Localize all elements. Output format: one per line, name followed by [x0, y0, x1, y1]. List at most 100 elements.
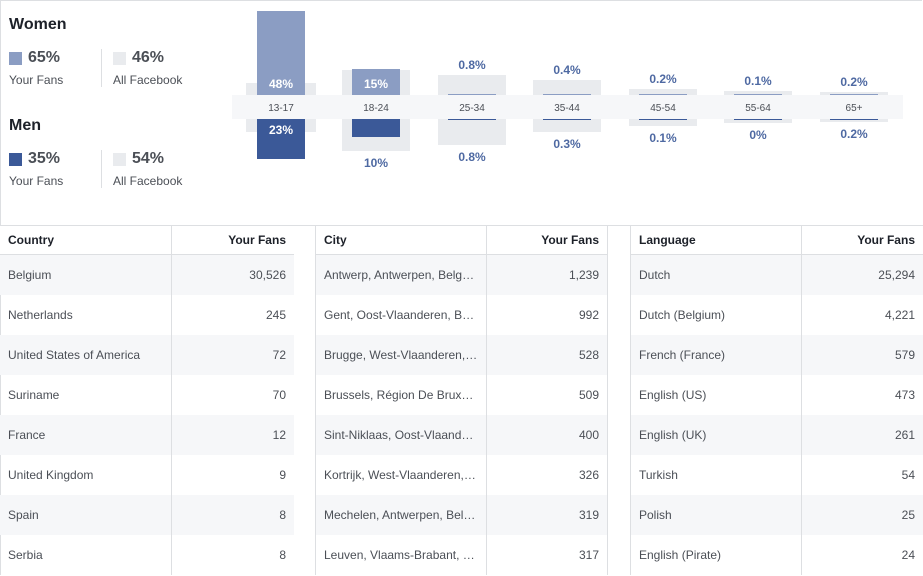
men-value-label: 10% [363, 156, 389, 170]
men-fans-bar [830, 119, 878, 120]
city-fans-cell: 1,239 [485, 254, 609, 295]
country-row: France 12 [0, 415, 294, 455]
men-value-label: 0% [749, 128, 767, 142]
country-fans-cell: 30,526 [170, 254, 294, 295]
country-fans-header[interactable]: Your Fans [170, 226, 294, 255]
women-value-label: 0.4% [553, 63, 581, 77]
language-row: Dutch (Belgium) 4,221 [630, 295, 923, 335]
men-fans-bar [639, 119, 687, 120]
women-fans-label: Your Fans [9, 73, 64, 87]
language-fans-cell: 24 [800, 535, 923, 575]
language-fans-cell: 579 [800, 335, 923, 375]
language-name-cell: Dutch [630, 254, 802, 295]
city-name-cell: Sint-Niklaas, Oost-Vlaand… [315, 415, 487, 455]
language-name-cell: English (Pirate) [630, 535, 802, 575]
men-fans-stat: 35% Your Fans [9, 150, 63, 188]
language-fans-cell: 4,221 [800, 295, 923, 335]
age-tick-label: 35-44 [554, 103, 580, 114]
language-fans-cell: 25 [800, 495, 923, 535]
age-tick-label: 55-64 [745, 103, 771, 114]
women-summary: Women [9, 16, 66, 34]
age-tick-label: 65+ [845, 103, 863, 114]
city-table: City Your Fans Antwerp, Antwerpen, Belg…… [315, 226, 609, 575]
women-fans-pct: 65% [28, 49, 61, 66]
women-value-label: 0.8% [458, 58, 486, 72]
men-fb-label: All Facebook [113, 174, 183, 188]
country-header[interactable]: Country [0, 226, 171, 255]
women-value-label: 0.1% [744, 74, 772, 88]
age-tick-label: 25-34 [459, 103, 485, 114]
women-fb-label: All Facebook [113, 73, 183, 87]
country-row: Suriname 70 [0, 375, 294, 415]
city-header[interactable]: City [315, 226, 487, 255]
women-fb-stat: 46% All Facebook [113, 49, 182, 87]
city-row: Antwerp, Antwerpen, Belg… 1,239 [315, 254, 609, 295]
men-facebook-bar [629, 119, 697, 126]
men-facebook-bar [533, 119, 601, 132]
language-fans-cell: 54 [800, 455, 923, 495]
country-fans-cell: 245 [170, 295, 294, 335]
city-fans-cell: 528 [485, 335, 609, 375]
country-row: Serbia 8 [0, 535, 294, 575]
men-value-label: 0.8% [458, 150, 486, 164]
country-row: Belgium 30,526 [0, 254, 294, 295]
women-value-label: 0.2% [649, 72, 677, 86]
language-name-cell: French (France) [630, 335, 802, 375]
age-gender-chart: 48% 23% 13-17 15% 10% 18-24 0.8% 0.8% 25-34 0.4% 0… [0, 0, 923, 226]
country-fans-cell: 12 [170, 415, 294, 455]
city-row: Kortrijk, West-Vlaanderen,… 326 [315, 455, 609, 495]
women-fans-bar [448, 93, 496, 95]
men-fans-bar [448, 119, 496, 121]
men-facebook-bar [438, 119, 506, 145]
language-header[interactable]: Language [630, 226, 802, 255]
women-facebook-bar [438, 75, 506, 95]
men-facebook-bar [724, 119, 792, 123]
city-name-cell: Leuven, Vlaams-Brabant, … [315, 535, 487, 575]
age-tick-label: 18-24 [363, 103, 389, 114]
city-fans-cell: 509 [485, 375, 609, 415]
city-fans-header[interactable]: Your Fans [485, 226, 609, 255]
women-fans-bar [830, 94, 878, 95]
men-value-label: 0.2% [840, 127, 868, 141]
city-row: Gent, Oost-Vlaanderen, B… 992 [315, 295, 609, 335]
men-fans-bar [257, 119, 305, 160]
country-name-cell: France [0, 415, 171, 455]
country-name-cell: United States of America [0, 335, 171, 375]
men-fans-bar [543, 119, 591, 120]
age-tick-label: 13-17 [268, 103, 294, 114]
country-fans-cell: 9 [170, 455, 294, 495]
women-fans-swatch [9, 51, 22, 65]
city-fans-cell: 319 [485, 495, 609, 535]
age-tick-label: 45-54 [650, 103, 676, 114]
city-fans-cell: 400 [485, 415, 609, 455]
men-value-label: 23% [268, 123, 294, 137]
country-table: Country Your Fans Belgium 30,526 Netherlan… [0, 226, 294, 575]
men-fans-bar [352, 119, 400, 137]
language-table: Language Your Fans Dutch 25,294 Dutch (Bel… [630, 226, 923, 575]
city-name-cell: Brugge, West-Vlaanderen,… [315, 335, 487, 375]
age-axis-band [232, 95, 903, 119]
women-facebook-bar [820, 92, 888, 95]
language-row: English (Pirate) 24 [630, 535, 923, 575]
country-row: Netherlands 245 [0, 295, 294, 335]
city-name-cell: Antwerp, Antwerpen, Belg… [315, 254, 487, 295]
language-name-cell: Dutch (Belgium) [630, 295, 802, 335]
language-row: English (US) 473 [630, 375, 923, 415]
country-fans-cell: 8 [170, 535, 294, 575]
language-fans-header[interactable]: Your Fans [800, 226, 923, 255]
city-row: Brussels, Région De Brux… 509 [315, 375, 609, 415]
men-summary: Men [9, 117, 41, 135]
men-fans-swatch [9, 152, 22, 166]
language-row: Turkish 54 [630, 455, 923, 495]
women-divider [101, 49, 102, 87]
men-value-label: 0.3% [553, 137, 581, 151]
country-row: United Kingdom 9 [0, 455, 294, 495]
country-name-cell: Spain [0, 495, 171, 535]
language-name-cell: English (UK) [630, 415, 802, 455]
women-value-label: 48% [268, 77, 294, 91]
country-row: Spain 8 [0, 495, 294, 535]
language-fans-cell: 261 [800, 415, 923, 455]
language-name-cell: Turkish [630, 455, 802, 495]
women-fb-pct: 46% [132, 49, 165, 66]
language-row: English (UK) 261 [630, 415, 923, 455]
